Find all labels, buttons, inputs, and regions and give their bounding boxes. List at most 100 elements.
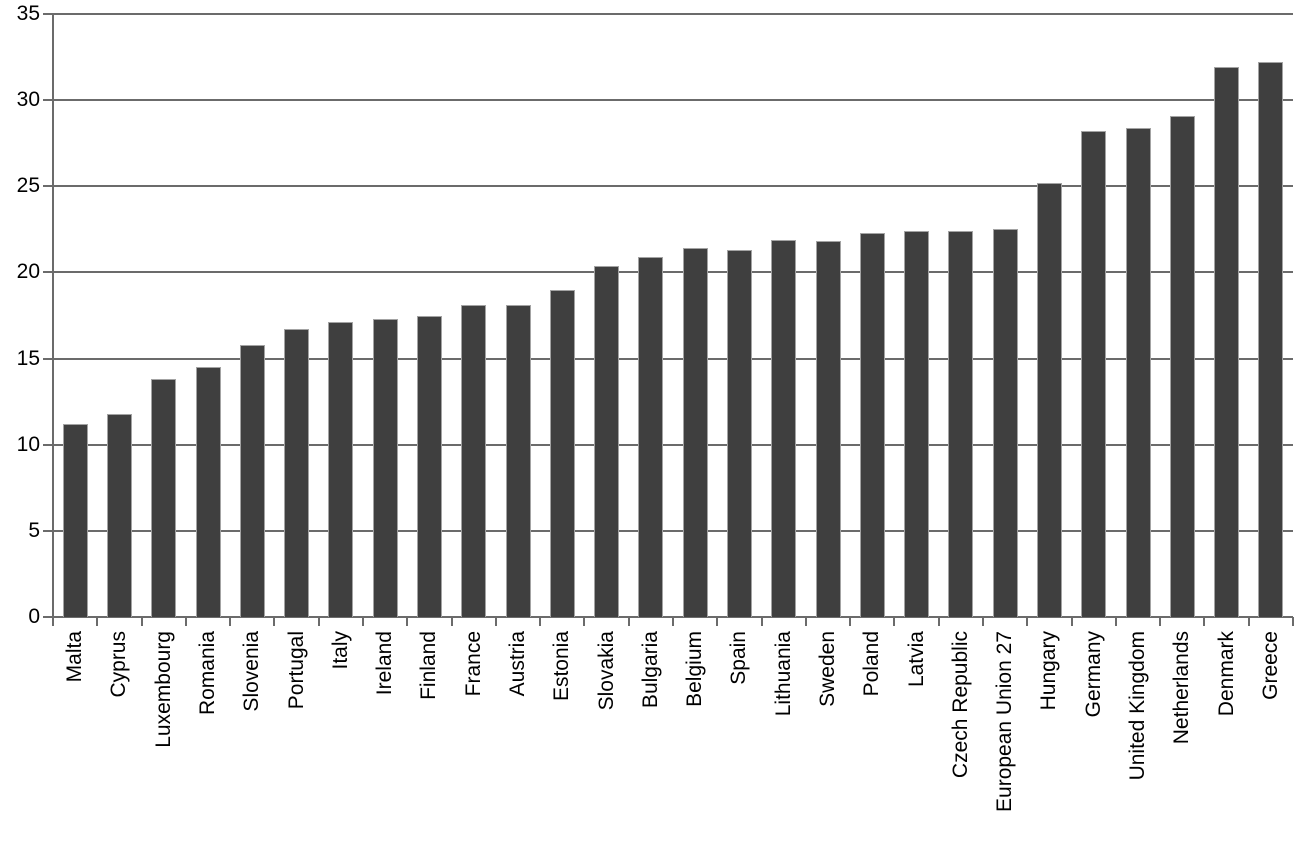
x-axis-tick [362,617,364,626]
bar [461,305,487,617]
x-axis-label: Slovenia [240,631,264,712]
x-axis-tick [184,617,187,626]
x-axis-label: Slovakia [594,631,618,711]
x-axis-tick [937,617,940,626]
x-axis-tick [229,617,232,626]
x-axis-tick [1026,617,1029,626]
x-axis-label: Poland [860,631,884,697]
x-axis-label: Finland [417,631,441,700]
x-axis-label: Hungary [1037,631,1061,711]
y-axis-label: 20 [16,260,40,284]
x-axis-label: Portugal [284,631,308,710]
x-axis-label: European Union 27 [993,631,1017,812]
y-axis-line [52,14,54,617]
bar [62,424,88,617]
x-axis-tick [893,617,896,626]
x-axis-tick [804,617,807,626]
x-axis-label: Denmark [1214,631,1238,717]
x-axis-label: Romania [196,631,219,716]
y-axis-tick [43,271,53,274]
bar [284,329,310,617]
x-axis-tick [406,617,409,626]
y-axis-tick [43,443,53,446]
bar [328,322,354,617]
x-axis-tick [1159,617,1162,626]
x-axis-tick [494,617,497,626]
bar [904,231,930,617]
x-axis-label: Lithuania [771,631,795,717]
bar [1036,182,1062,617]
x-axis-tick [1292,617,1294,626]
y-axis-label: 5 [28,518,40,542]
x-axis-tick [96,617,99,626]
bar [1125,127,1151,617]
x-axis-label: United Kingdom [1126,631,1149,781]
bar [151,379,177,617]
x-axis-label: Italy [328,631,352,670]
x-axis-label: Sweden [816,631,839,707]
x-axis-tick [1070,617,1073,626]
y-axis-tick [43,529,53,532]
y-axis-tick [43,185,53,188]
x-axis-label: Ireland [373,631,397,696]
bar [372,318,398,617]
x-axis-tick [672,617,674,626]
y-axis-label: 30 [16,88,40,112]
x-axis-label: Spain [727,631,751,685]
y-axis-tick [43,99,53,102]
y-axis-tick [43,13,53,15]
bar [682,248,708,617]
y-axis-label: 10 [16,432,40,456]
x-axis-label: France [461,631,485,697]
x-axis-label: Austria [506,631,529,697]
bar [239,344,265,617]
x-axis-tick [982,617,984,626]
x-axis-tick [583,617,586,626]
bar [992,229,1018,617]
bar [638,256,664,617]
bar [1169,115,1195,617]
bar [416,315,442,617]
x-axis-label: Czech Republic [948,631,972,779]
x-axis-tick [1114,617,1117,626]
bar [1258,62,1284,617]
x-axis-label: Latvia [904,631,928,688]
x-axis-tick [450,617,453,626]
x-axis-label: Netherlands [1170,631,1194,745]
x-axis-tick [52,617,54,626]
x-axis-label: Cyprus [107,631,131,698]
bar [505,305,531,617]
x-axis-tick [273,617,276,626]
x-axis-tick [1247,617,1250,626]
bar [1214,67,1240,617]
x-axis-label: Malta [63,631,87,683]
y-axis-label: 15 [16,346,40,370]
gridline [53,99,1293,102]
x-axis-tick [317,617,320,626]
x-axis-tick [716,617,719,626]
y-axis-label: 35 [16,2,40,25]
x-axis-label: Greece [1258,631,1282,700]
y-axis-tick [43,616,53,618]
x-axis-label: Luxembourg [151,631,175,748]
x-axis-tick [539,617,542,626]
gridline [53,271,1293,274]
y-axis-label: 0 [28,605,40,628]
bar [815,241,841,617]
bar [771,239,797,617]
gridline [53,357,1293,360]
bar [106,413,132,617]
x-axis-label: Belgium [683,631,707,707]
gridline [53,529,1293,532]
bar [594,265,620,617]
gridline [53,13,1293,15]
bar [859,232,885,617]
x-axis-label: Bulgaria [638,631,662,709]
gridline [53,443,1293,446]
bar [948,231,974,617]
gridline [53,185,1293,188]
x-axis-tick [760,617,763,626]
x-axis-tick [627,617,630,626]
